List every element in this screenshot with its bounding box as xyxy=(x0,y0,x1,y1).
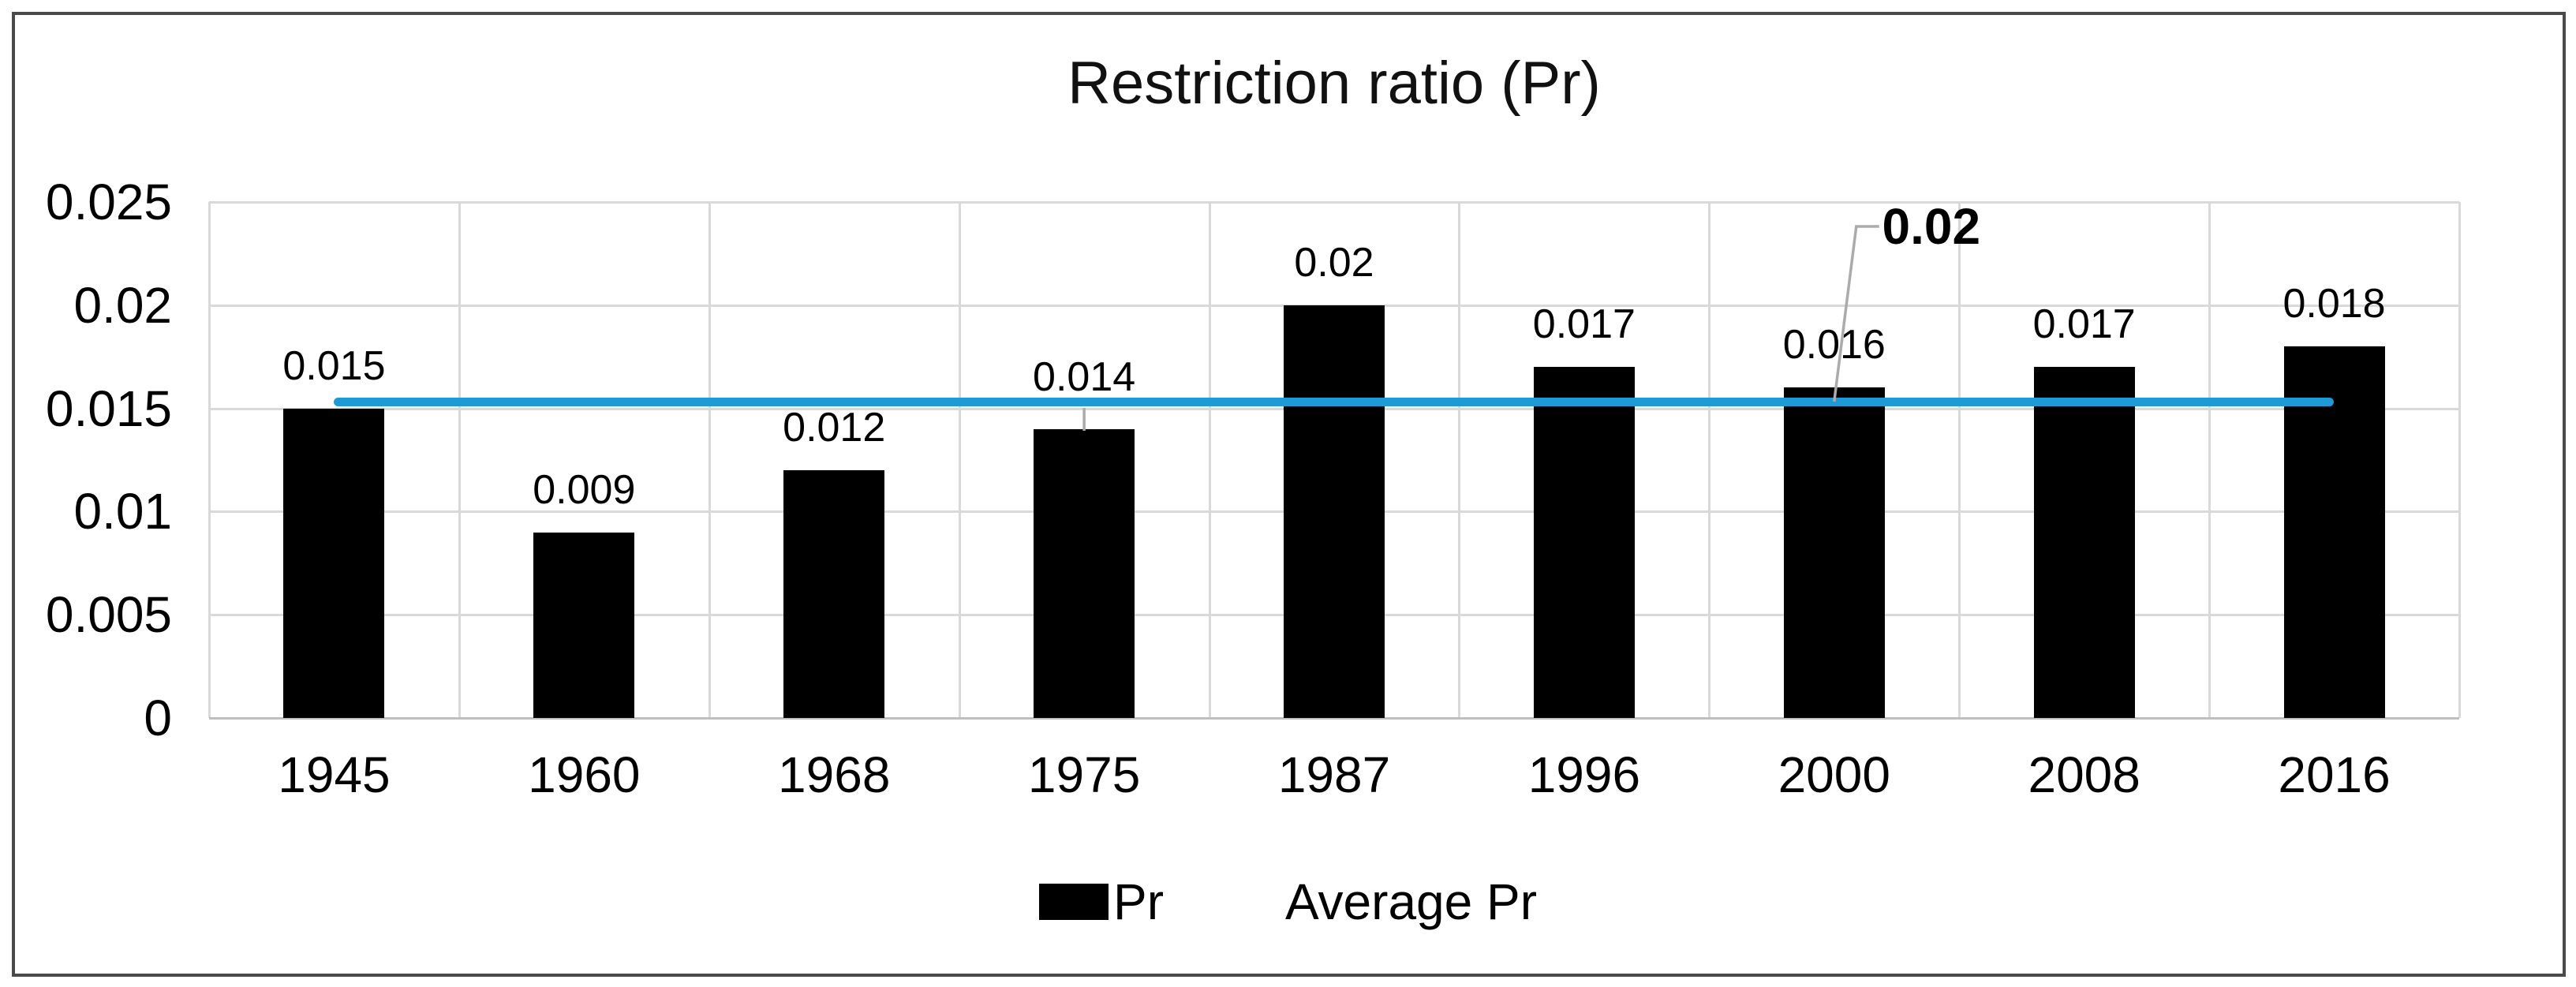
gridline-vertical xyxy=(708,202,711,718)
x-axis-tick-label-2016: 2016 xyxy=(2278,746,2391,803)
legend-label-pr: Pr xyxy=(1113,873,1164,930)
gridline-vertical xyxy=(1958,202,1961,718)
bar-data-label-2016: 0.018 xyxy=(2283,281,2386,327)
legend: Pr Average Pr xyxy=(0,874,2576,929)
x-axis-tick-label-1968: 1968 xyxy=(778,746,891,803)
gridline-vertical xyxy=(2458,202,2461,718)
bar-data-label-1968: 0.012 xyxy=(783,405,886,451)
x-axis-tick-label-1945: 1945 xyxy=(278,746,391,803)
bar-data-label-1996: 0.017 xyxy=(1532,301,1636,347)
x-axis-tick-label-1960: 1960 xyxy=(528,746,641,803)
x-axis-tick-label-1987: 1987 xyxy=(1277,746,1391,803)
pr-series-swatch-icon xyxy=(1039,884,1109,920)
bar-data-label-2000: 0.016 xyxy=(1782,322,1886,368)
x-axis-line xyxy=(209,717,2459,720)
bar-2016 xyxy=(2284,346,2385,718)
gridline-horizontal xyxy=(209,201,2459,204)
bar-data-label-1960: 0.009 xyxy=(533,467,636,513)
bar-1996 xyxy=(1534,367,1635,718)
bar-data-label-1975: 0.014 xyxy=(1033,354,1136,400)
bar-data-label-1945: 0.015 xyxy=(282,343,386,389)
y-axis-tick-label: 0.025 xyxy=(45,174,172,230)
average-pr-series-swatch-icon xyxy=(1205,898,1281,907)
gridline-vertical xyxy=(2208,202,2211,718)
y-axis-tick-label: 0.005 xyxy=(45,586,172,643)
average-pr-line xyxy=(334,398,2334,406)
x-axis-tick-label-1975: 1975 xyxy=(1027,746,1141,803)
bar-1968 xyxy=(783,470,884,718)
legend-item-pr: Pr xyxy=(1039,877,1164,927)
chart-title: Restriction ratio (Pr) xyxy=(1067,50,1601,117)
bar-2000 xyxy=(1784,387,1885,718)
y-axis-tick-label: 0 xyxy=(144,690,172,746)
y-axis-tick-label: 0.01 xyxy=(73,483,172,540)
bar-1960 xyxy=(533,533,634,718)
bar-data-label-2008: 0.017 xyxy=(2032,301,2136,347)
bar-2008 xyxy=(2034,367,2135,718)
gridline-vertical xyxy=(959,202,961,718)
legend-label-average-pr: Average Pr xyxy=(1285,873,1537,930)
x-axis-tick-label-2008: 2008 xyxy=(2028,746,2140,803)
average-callout-label: 0.02 xyxy=(1882,198,1981,255)
x-axis-tick-label-2000: 2000 xyxy=(1778,746,1890,803)
gridline-vertical xyxy=(208,202,211,718)
gridline-vertical xyxy=(458,202,461,718)
callout-leader-line xyxy=(1833,225,1879,402)
bar-1945 xyxy=(283,409,384,718)
gridline-vertical xyxy=(1209,202,1211,718)
bar-1975 xyxy=(1034,429,1135,718)
x-axis-tick-label-1996: 1996 xyxy=(1527,746,1641,803)
gridline-vertical xyxy=(1708,202,1710,718)
y-axis-tick-label: 0.02 xyxy=(73,277,172,334)
gridline-vertical xyxy=(1458,202,1460,718)
legend-item-average-pr: Average Pr xyxy=(1205,877,1537,927)
bar-data-label-1987: 0.02 xyxy=(1294,240,1374,286)
y-axis-tick-label: 0.015 xyxy=(45,380,172,437)
bar-1987 xyxy=(1284,305,1385,718)
